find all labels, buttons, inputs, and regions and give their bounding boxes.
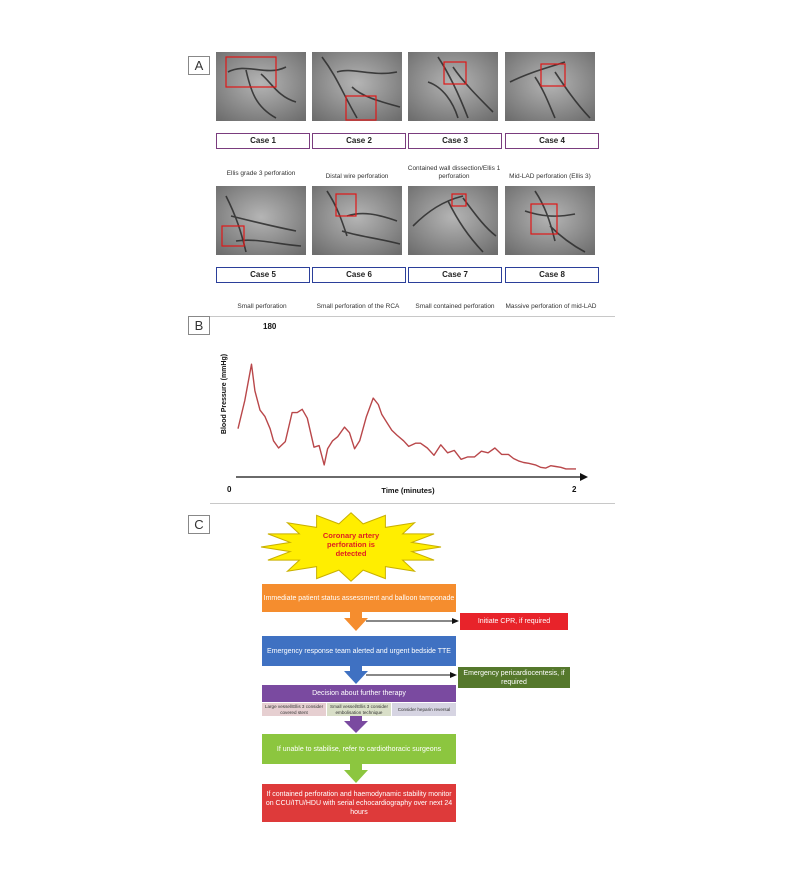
y-tick-max: 180 (263, 322, 277, 331)
case-7-description: Contained wall dissection/Ellis 1 perfor… (407, 165, 501, 180)
down-arrow-icon (344, 666, 368, 684)
angiogram-image (312, 186, 402, 255)
side-pericardiocentesis: Emergency pericardiocentesis, if require… (458, 667, 570, 688)
step-assessment-tamponade: Immediate patient status assessment and … (262, 584, 456, 612)
angiogram-image (312, 52, 402, 121)
case-label-5: Case 5 (216, 267, 310, 283)
blood-pressure-plot: 180 0 2 Time (minutes) Blood Pressure (m… (221, 322, 588, 495)
panel-label-b: B (188, 316, 210, 335)
case-label-8: Case 8 (505, 267, 599, 283)
x-tick-end: 2 (572, 485, 577, 494)
side-initiate-cpr: Initiate CPR, if required (460, 613, 568, 630)
x-axis-label: Time (minutes) (381, 486, 435, 495)
case-5-summary: Small perforation (237, 303, 287, 310)
blood-pressure-line (237, 363, 576, 470)
step-refer-surgeons: If unable to stabilise, refer to cardiot… (262, 734, 456, 764)
step-emergency-response: Emergency response team alerted and urge… (262, 636, 456, 666)
case-6-summary: Small perforation of the RCA (316, 303, 400, 310)
angiogram-image (216, 186, 306, 255)
case-label-1: Case 1 (216, 133, 310, 149)
step-monitor-ccu: If contained perforation and haemodynami… (262, 784, 456, 822)
option-heparin-reversal: Consider heparin reversal (392, 703, 456, 716)
angiogram-image (408, 186, 498, 255)
case-label-6: Case 6 (312, 267, 406, 283)
case-6-description: Distal wire perforation (325, 173, 389, 180)
case-label-7: Case 7 (408, 267, 502, 283)
case-7-summary: Small contained perforation (415, 303, 495, 310)
panel-label-c: C (188, 515, 210, 534)
divider-a-b (210, 316, 615, 317)
case-5-description: Ellis grade 3 perforation (226, 170, 296, 177)
angiogram-image (505, 52, 595, 121)
step-further-therapy: Decision about further therapy (262, 685, 456, 702)
down-arrow-icon (344, 764, 368, 783)
case-label-3: Case 3 (408, 133, 502, 149)
x-axis-arrow (580, 473, 588, 481)
start-starburst-icon (260, 512, 442, 582)
start-event-text: Coronary artery perforation is detected (322, 531, 380, 558)
down-arrow-icon (344, 612, 368, 631)
divider-b-c (210, 503, 615, 504)
panel-label-a: A (188, 56, 210, 75)
option-covered-stent: Large vessel/Ellis 3 consider covered st… (262, 703, 326, 716)
x-tick-start: 0 (227, 485, 232, 494)
case-8-description: Mid-LAD perforation (Ellis 3) (509, 173, 591, 180)
right-arrow-icon (452, 618, 459, 624)
case-8-summary: Massive perforation of mid-LAD (505, 303, 597, 310)
case-label-2: Case 2 (312, 133, 406, 149)
case-label-4: Case 4 (505, 133, 599, 149)
y-axis-label: Blood Pressure (mmHg) (221, 354, 228, 434)
blood-pressure-chart: 180 0 2 Time (minutes) Blood Pressure (m… (218, 322, 608, 497)
option-embolisation: Small vessel/Ellis 3 consider embolisati… (327, 703, 391, 716)
down-arrow-icon (344, 716, 368, 733)
angiogram-image (216, 52, 306, 121)
right-arrow-icon (450, 672, 457, 678)
angiogram-image (408, 52, 498, 121)
angiogram-image (505, 186, 595, 255)
